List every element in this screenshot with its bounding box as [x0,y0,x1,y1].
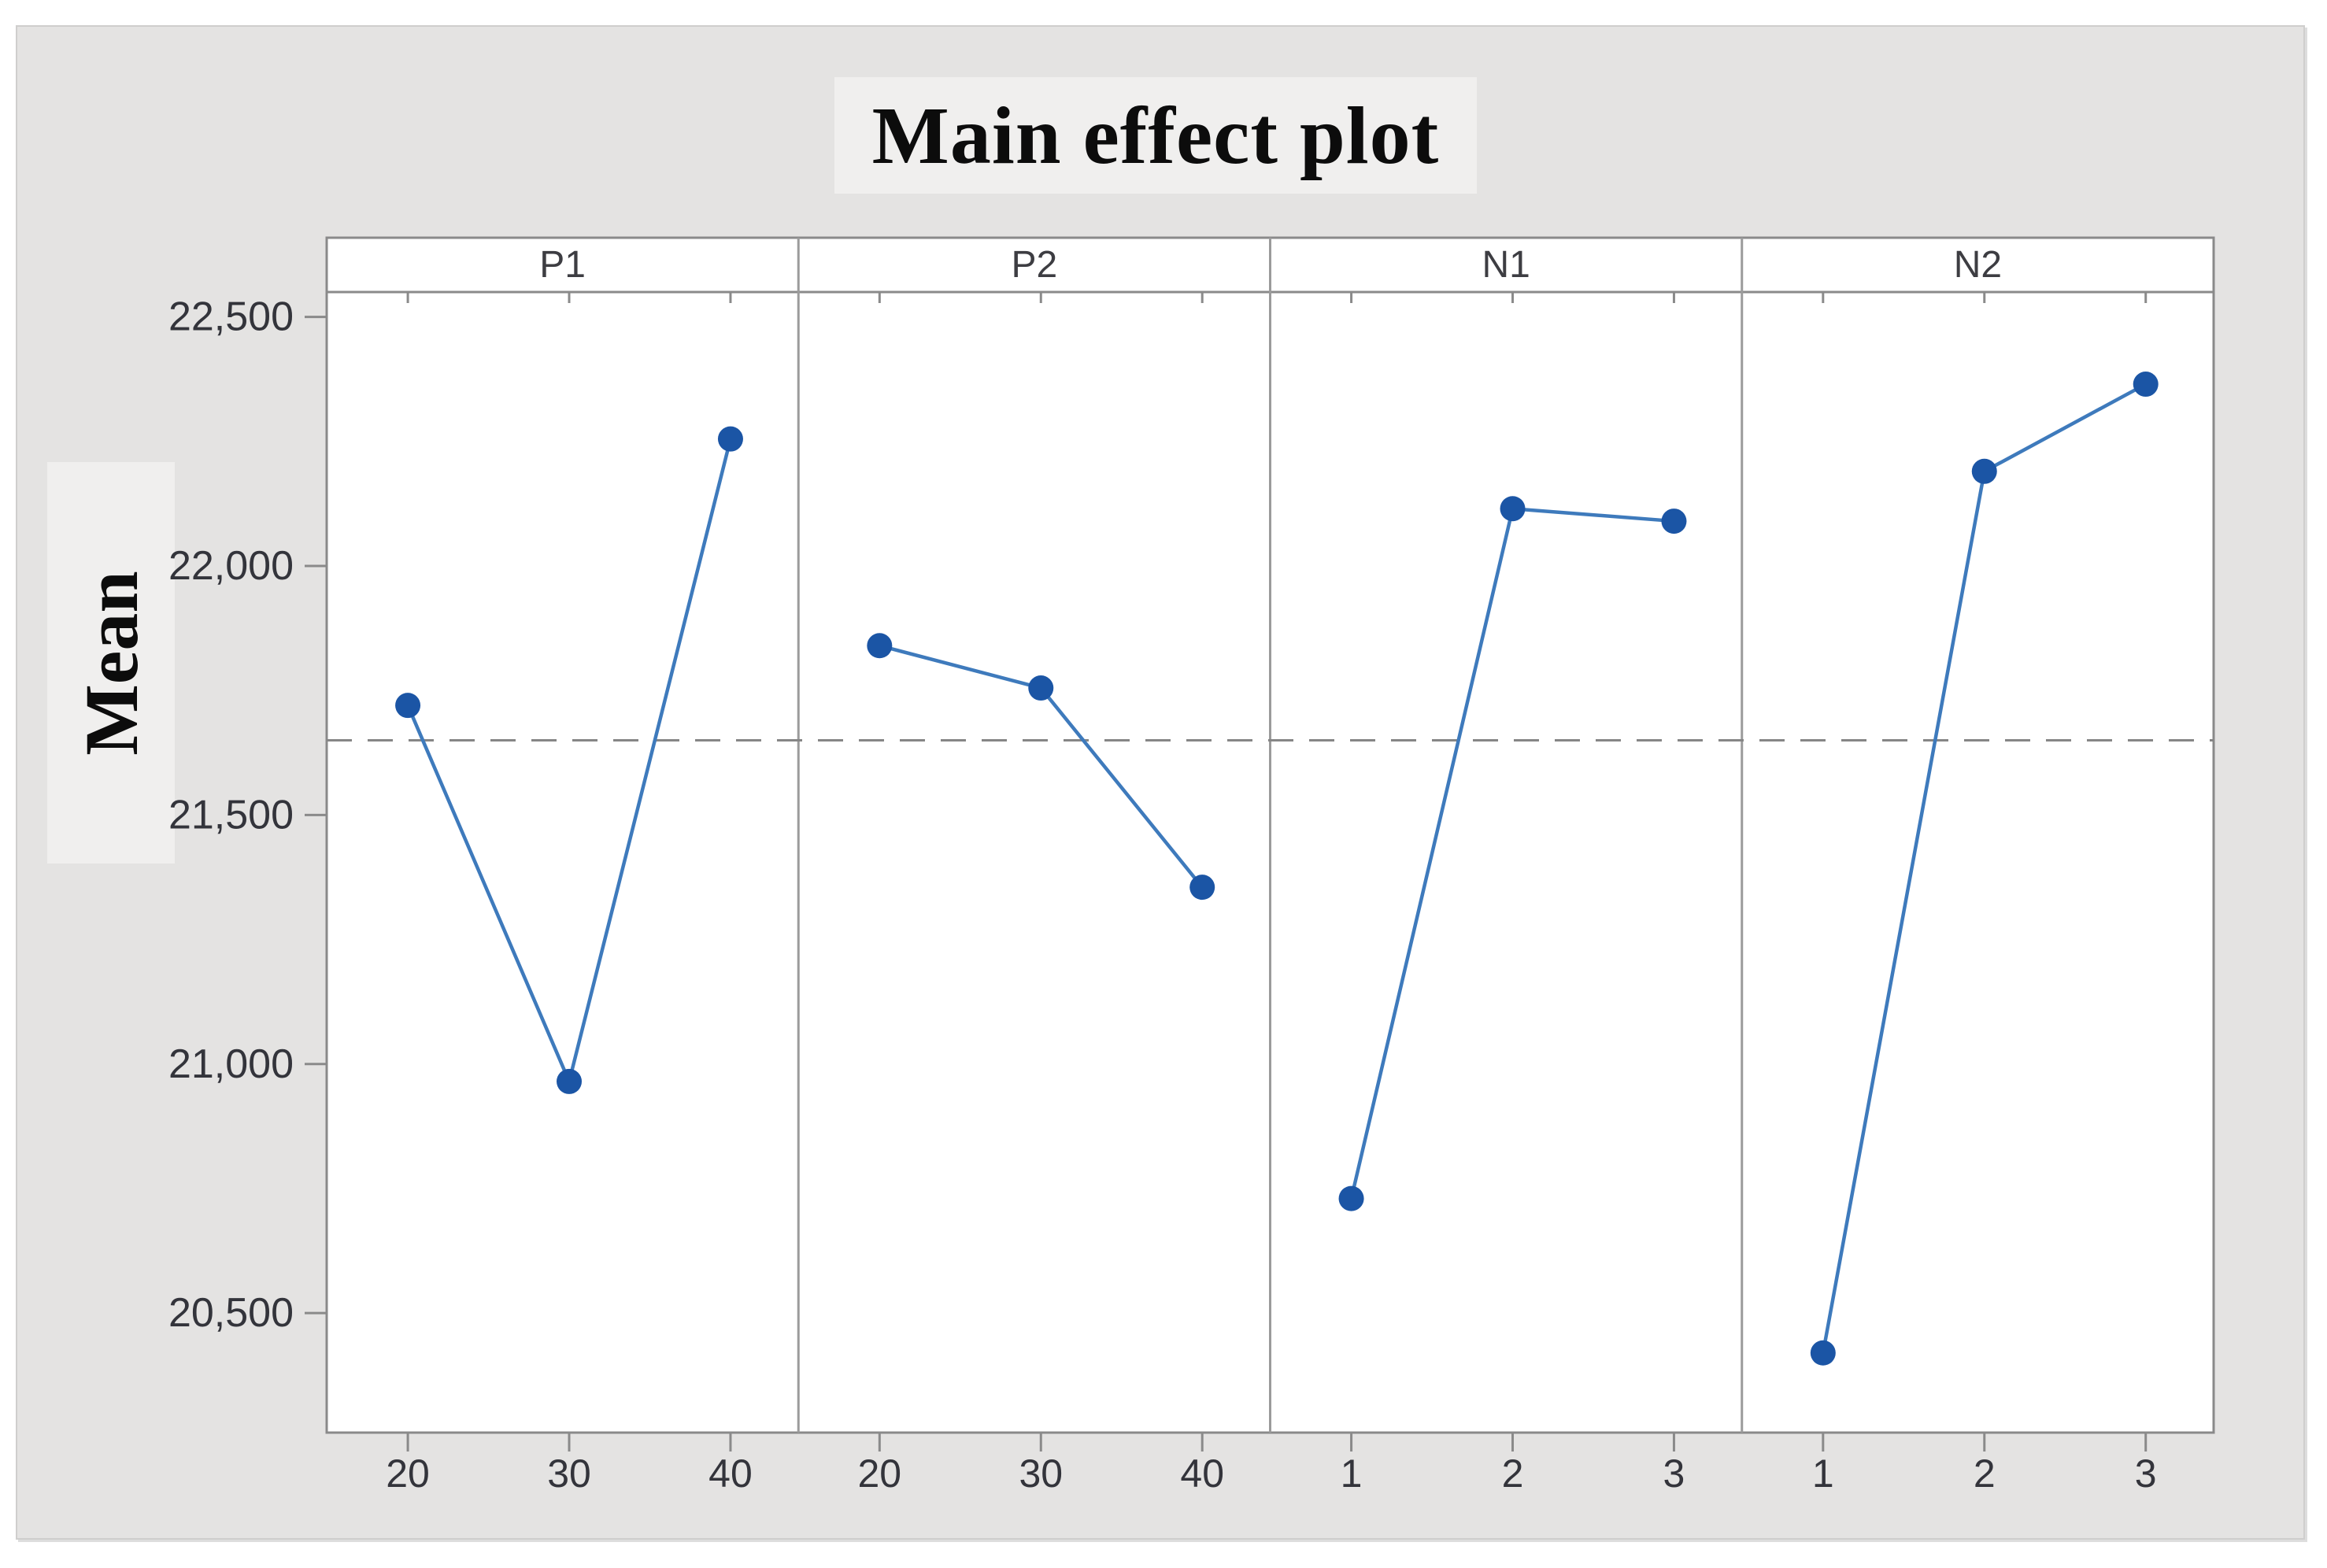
y-tick-label: 22,000 [168,543,294,589]
data-point [395,693,421,719]
x-tick-label: 1 [1341,1452,1363,1496]
x-tick-label: 2 [1502,1452,1524,1496]
x-tick-label: 40 [708,1452,753,1496]
panel-label: N1 [1482,244,1530,286]
data-point [867,633,893,659]
panel-label: N2 [1954,244,2002,286]
x-tick-label: 30 [547,1452,591,1496]
chart-title-strip: Main effect plot [834,77,1477,194]
panel-label: P1 [539,244,586,286]
x-tick-label: 3 [1663,1452,1685,1496]
data-point [1810,1340,1836,1366]
panel-label: P2 [1012,244,1058,286]
x-tick-label: 2 [1974,1452,1996,1496]
x-tick-label: 1 [1812,1452,1834,1496]
data-point [557,1068,583,1094]
y-tick-label: 22,500 [168,294,294,340]
data-point [1028,675,1054,701]
main-effect-plot-canvas: 22,500 22,000 21,500 21,000 20,500 P1 20 30 40 P2… [168,236,2215,1496]
data-point [1971,458,1997,484]
chart-title: Main effect plot [871,90,1440,181]
x-tick-label: 3 [2135,1452,2157,1496]
y-tick-label: 21,000 [168,1041,294,1087]
data-point [717,426,743,452]
data-point [1661,508,1687,534]
y-tick-label: 20,500 [168,1290,294,1336]
y-axis-label-strip: Mean [47,462,175,864]
chart-background: Main effect plot Mean 22,500 22,000 21,500… [16,25,2305,1540]
data-point [1189,875,1215,900]
x-tick-label: 40 [1180,1452,1224,1496]
data-point [2133,372,2159,398]
x-tick-label: 20 [858,1452,902,1496]
data-point [1500,496,1526,522]
data-point [1338,1185,1364,1211]
y-tick-label: 21,500 [168,792,294,838]
x-tick-label: 30 [1019,1452,1063,1496]
x-tick-label: 20 [386,1452,430,1496]
